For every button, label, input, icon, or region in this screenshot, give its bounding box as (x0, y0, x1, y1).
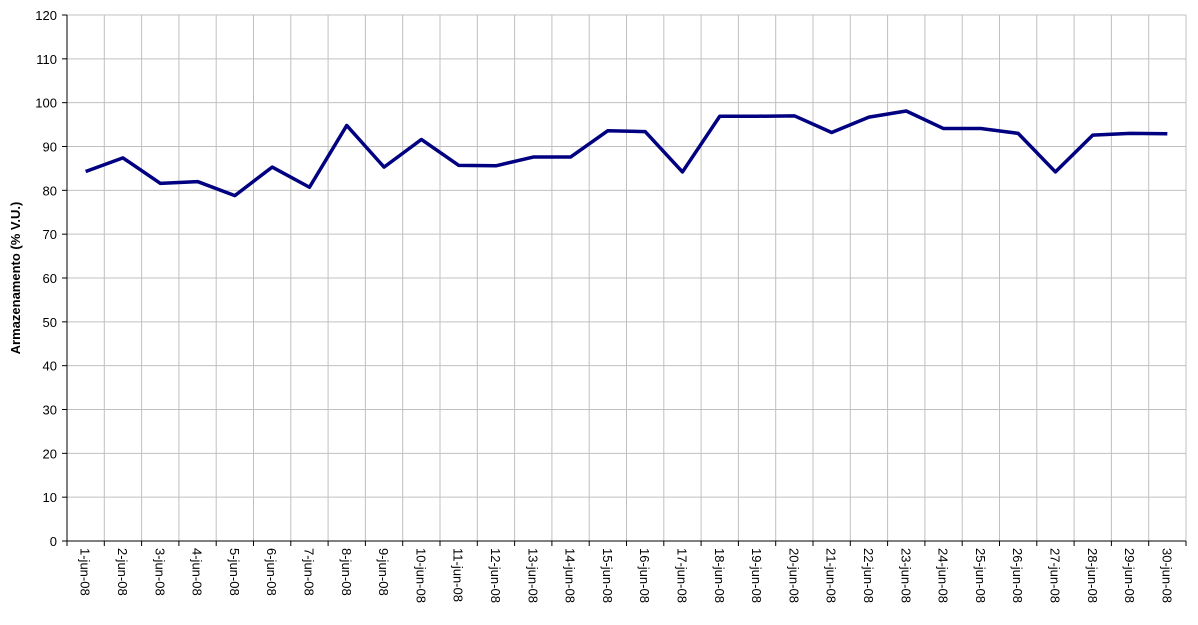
x-tick-label: 18-jun-08 (712, 548, 727, 603)
x-tick-label: 16-jun-08 (637, 548, 652, 603)
y-tick-label: 40 (43, 359, 57, 374)
x-tick-label: 2-jun-08 (115, 548, 130, 596)
y-tick-label: 20 (43, 446, 57, 461)
y-tick-label: 80 (43, 183, 57, 198)
x-tick-label: 23-jun-08 (898, 548, 913, 603)
x-tick-label: 4-jun-08 (190, 548, 205, 596)
x-tick-label: 21-jun-08 (824, 548, 839, 603)
x-tick-label: 13-jun-08 (525, 548, 540, 603)
x-tick-label: 7-jun-08 (301, 548, 316, 596)
x-tick-label: 29-jun-08 (1122, 548, 1137, 603)
x-tick-label: 8-jun-08 (339, 548, 354, 596)
x-tick-label: 10-jun-08 (413, 548, 428, 603)
x-tick-label: 9-jun-08 (376, 548, 391, 596)
x-tick-label: 14-jun-08 (563, 548, 578, 603)
y-axis-label: Armazenamento (% V.U.) (8, 202, 23, 355)
x-tick-label: 6-jun-08 (264, 548, 279, 596)
x-tick-label: 30-jun-08 (1159, 548, 1174, 603)
x-tick-label: 24-jun-08 (936, 548, 951, 603)
x-tick-label: 17-jun-08 (674, 548, 689, 603)
x-tick-label: 25-jun-08 (973, 548, 988, 603)
line (85, 109, 1168, 198)
x-tick-label: 11-jun-08 (451, 548, 466, 602)
y-tick-label: 10 (43, 490, 57, 505)
x-tick-label: 22-jun-08 (861, 548, 876, 603)
y-tick-label: 110 (36, 52, 57, 67)
x-tick-label: 19-jun-08 (749, 548, 764, 603)
x-tick-label: 27-jun-08 (1047, 548, 1062, 603)
x-tick-label: 3-jun-08 (152, 548, 167, 596)
y-tick-label: 70 (43, 227, 57, 242)
x-tick-label: 26-jun-08 (1010, 548, 1025, 603)
y-tick-label: 100 (35, 96, 57, 111)
x-tick-label: 20-jun-08 (786, 548, 801, 603)
y-tick-label: 90 (43, 140, 57, 155)
y-tick-label: 60 (43, 271, 57, 286)
x-tick-label: 1-jun-08 (78, 548, 93, 596)
y-tick-label: 30 (43, 403, 57, 418)
y-tick-label: 120 (35, 8, 57, 23)
y-tick-label: 50 (43, 315, 57, 330)
x-tick-label: 5-jun-08 (227, 548, 242, 596)
y-tick-label: 0 (50, 534, 57, 549)
x-tick-label: 12-jun-08 (488, 548, 503, 603)
x-tick-label: 28-jun-08 (1085, 548, 1100, 603)
x-tick-label: 15-jun-08 (600, 548, 615, 603)
